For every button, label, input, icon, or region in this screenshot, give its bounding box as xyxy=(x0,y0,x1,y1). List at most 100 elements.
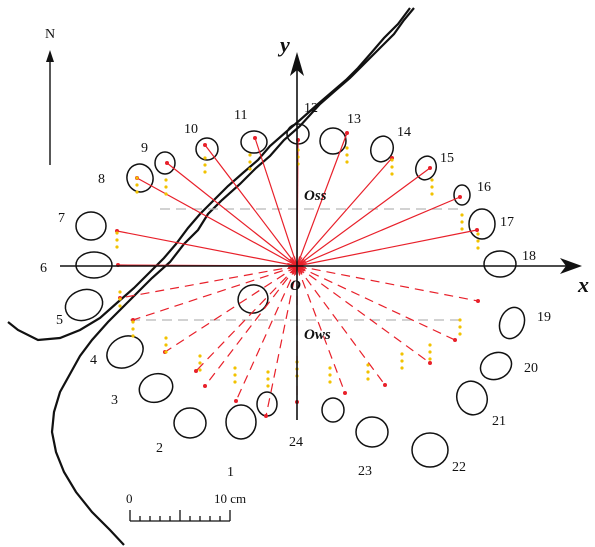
marker-dot xyxy=(366,370,370,374)
ray-lower xyxy=(265,265,298,417)
hole-9 xyxy=(154,151,176,175)
marker-dot xyxy=(198,361,202,365)
ray-end-point xyxy=(343,391,347,395)
ray-end-point xyxy=(253,136,257,140)
marker-dot xyxy=(131,334,135,338)
hole-label-4: 4 xyxy=(90,353,97,368)
marker-dot xyxy=(366,377,370,381)
ray-end-point xyxy=(428,361,432,365)
marker-dot xyxy=(135,183,139,187)
hole-label-9: 9 xyxy=(141,141,148,156)
ray-lower xyxy=(296,265,386,386)
hole-number-labels: 1 2 3 4 5 6 7 8 9 10 11 12 13 14 15 16 1… xyxy=(40,101,551,480)
marker-dot xyxy=(458,332,462,336)
hole-24-b xyxy=(256,391,278,417)
ray-upper xyxy=(204,144,298,267)
ray-end-point xyxy=(345,131,349,135)
hole-17 xyxy=(468,208,496,240)
hole-label-24: 24 xyxy=(289,435,303,450)
marker-dot xyxy=(345,146,349,150)
y-axis xyxy=(290,52,304,420)
y-axis-label: y xyxy=(277,32,290,57)
marker-dot xyxy=(430,178,434,182)
ray-end-point xyxy=(475,228,479,232)
scale-end-label: 10 cm xyxy=(214,491,246,506)
marker-dot xyxy=(430,192,434,196)
hole-4 xyxy=(106,335,144,369)
rays-upper xyxy=(115,131,479,267)
hole-label-18: 18 xyxy=(522,249,536,264)
marker-dot xyxy=(328,366,332,370)
hole-8 xyxy=(126,163,154,193)
hole-label-20: 20 xyxy=(524,361,538,376)
ray-end-point xyxy=(476,299,480,303)
ows-label: Ows xyxy=(304,327,331,343)
marker-dot xyxy=(476,239,480,243)
marker-dot xyxy=(328,380,332,384)
hole-label-3: 3 xyxy=(111,393,118,408)
scale-bar xyxy=(129,510,231,522)
guide-lines xyxy=(130,208,460,321)
hole-label-7: 7 xyxy=(58,211,65,226)
ray-end-point xyxy=(264,414,268,418)
ray-upper xyxy=(296,229,478,267)
ray-upper xyxy=(116,230,298,267)
hole-label-8: 8 xyxy=(98,172,105,187)
hole-label-15: 15 xyxy=(440,151,454,166)
marker-dot xyxy=(248,153,252,157)
marker-dot xyxy=(164,185,168,189)
marker-dot xyxy=(164,336,168,340)
ray-end-point xyxy=(203,143,207,147)
hole-14 xyxy=(369,135,395,163)
hole-label-2: 2 xyxy=(156,441,163,456)
hole-label-12: 12 xyxy=(304,101,318,116)
marker-dot xyxy=(164,192,168,196)
marker-dot xyxy=(390,158,394,162)
hole-2 xyxy=(173,407,207,439)
hole-16 xyxy=(453,184,471,206)
marker-dot xyxy=(198,354,202,358)
marker-dot xyxy=(460,213,464,217)
hole-21 xyxy=(456,380,488,416)
marker-dot xyxy=(400,359,404,363)
marker-dot xyxy=(203,156,207,160)
marker-dot xyxy=(345,153,349,157)
hole-20 xyxy=(479,351,513,381)
marker-dot xyxy=(164,178,168,182)
origin-label: O xyxy=(290,278,301,294)
marker-dot xyxy=(135,176,139,180)
marker-dot xyxy=(458,325,462,329)
ray-upper xyxy=(296,132,348,267)
ray-end-point xyxy=(453,338,457,342)
ray-lower xyxy=(296,265,479,302)
marker-dot xyxy=(460,220,464,224)
marker-dot xyxy=(476,246,480,250)
marker-dot xyxy=(460,227,464,231)
north-label: N xyxy=(45,27,55,42)
hole-24-a xyxy=(321,397,345,423)
hole-label-1: 1 xyxy=(227,465,234,480)
ray-lower xyxy=(164,265,298,353)
hole-center xyxy=(237,284,269,314)
ray-lower xyxy=(296,265,431,364)
marker-dot xyxy=(428,350,432,354)
hole-3 xyxy=(138,372,174,404)
marker-dot xyxy=(115,238,119,242)
marker-dot xyxy=(328,373,332,377)
x-axis-label: x xyxy=(577,272,589,297)
marker-dot xyxy=(458,318,462,322)
ray-end-point xyxy=(194,369,198,373)
marker-dot xyxy=(131,327,135,331)
ray-end-point xyxy=(428,166,432,170)
ray-lower xyxy=(195,265,298,372)
marker-dot xyxy=(400,352,404,356)
marker-dot xyxy=(345,160,349,164)
x-axis xyxy=(60,258,582,274)
marker-dot xyxy=(118,297,122,301)
marker-dot xyxy=(203,170,207,174)
hole-label-5: 5 xyxy=(56,313,63,328)
ray-lower xyxy=(132,265,298,321)
ray-end-point xyxy=(165,161,169,165)
marker-dot xyxy=(390,165,394,169)
